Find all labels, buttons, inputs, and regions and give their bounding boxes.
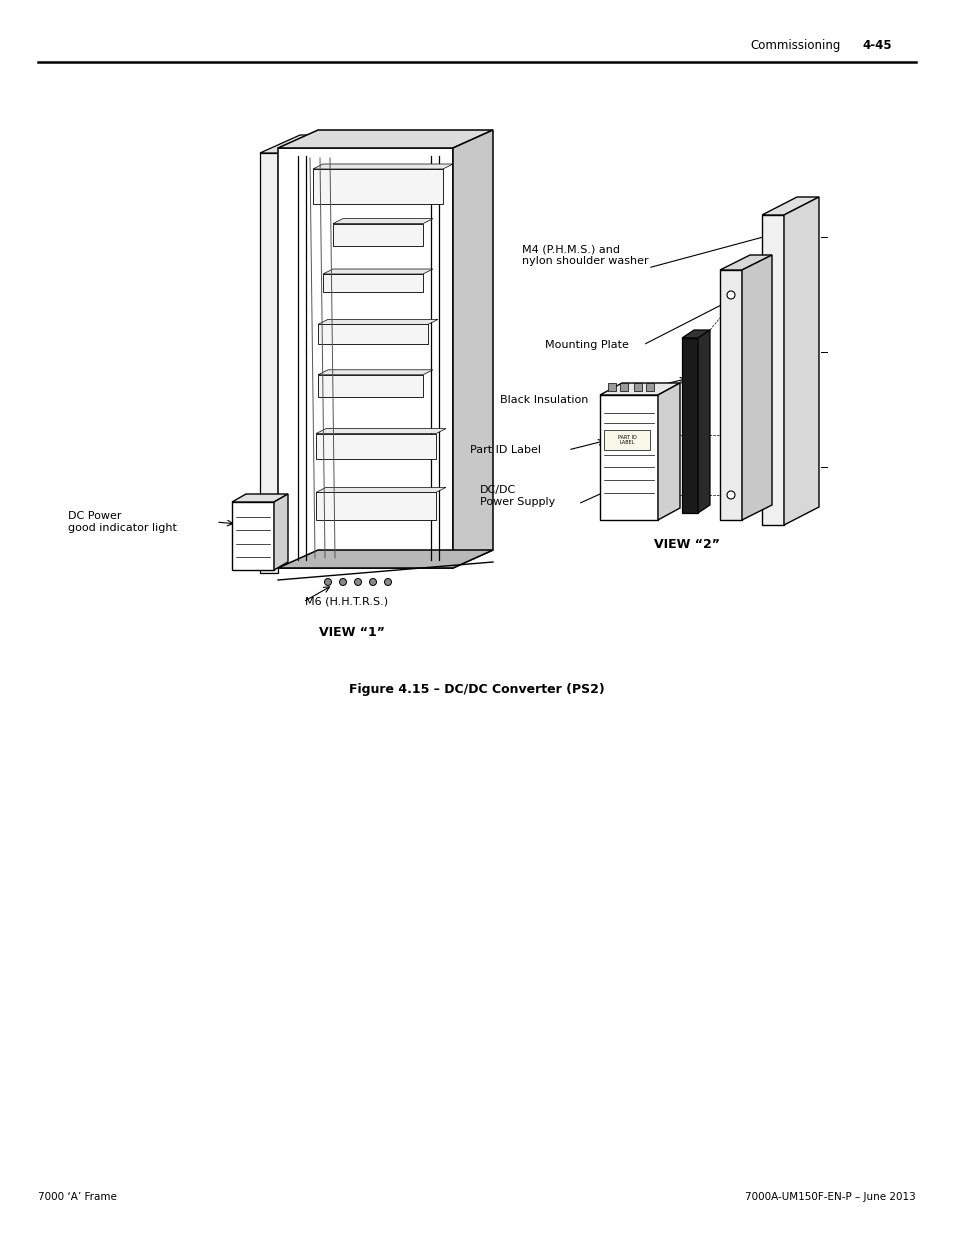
Polygon shape bbox=[681, 338, 698, 513]
Circle shape bbox=[384, 578, 391, 585]
Polygon shape bbox=[599, 383, 679, 395]
Polygon shape bbox=[634, 383, 641, 391]
Polygon shape bbox=[315, 488, 446, 493]
Polygon shape bbox=[277, 550, 493, 568]
Polygon shape bbox=[232, 494, 288, 501]
Text: 7000 ‘A’ Frame: 7000 ‘A’ Frame bbox=[38, 1192, 117, 1202]
Polygon shape bbox=[274, 494, 288, 571]
Polygon shape bbox=[315, 493, 436, 520]
Text: Black Insulation: Black Insulation bbox=[499, 395, 588, 405]
Polygon shape bbox=[619, 383, 627, 391]
Text: M6 (H.H.T.R.S.): M6 (H.H.T.R.S.) bbox=[305, 597, 388, 606]
Text: VIEW “2”: VIEW “2” bbox=[654, 538, 720, 552]
Circle shape bbox=[324, 578, 331, 585]
Polygon shape bbox=[761, 215, 783, 525]
Polygon shape bbox=[720, 254, 771, 270]
Polygon shape bbox=[453, 130, 493, 568]
Polygon shape bbox=[323, 274, 422, 291]
Polygon shape bbox=[232, 501, 274, 571]
Text: Mounting Plate: Mounting Plate bbox=[544, 340, 628, 350]
Text: 7000A-UM150F-EN-P – June 2013: 7000A-UM150F-EN-P – June 2013 bbox=[744, 1192, 915, 1202]
Polygon shape bbox=[315, 433, 436, 458]
FancyBboxPatch shape bbox=[603, 430, 649, 450]
Polygon shape bbox=[317, 320, 437, 325]
Text: DC Power
good indicator light: DC Power good indicator light bbox=[68, 511, 176, 532]
Polygon shape bbox=[645, 383, 654, 391]
Polygon shape bbox=[313, 169, 442, 204]
Circle shape bbox=[369, 578, 376, 585]
Circle shape bbox=[355, 578, 361, 585]
Circle shape bbox=[339, 578, 346, 585]
Polygon shape bbox=[783, 198, 818, 525]
Circle shape bbox=[726, 291, 734, 299]
Polygon shape bbox=[317, 369, 433, 374]
Polygon shape bbox=[599, 395, 658, 520]
Text: DC/DC
Power Supply: DC/DC Power Supply bbox=[479, 485, 555, 506]
Polygon shape bbox=[313, 164, 453, 169]
Polygon shape bbox=[277, 148, 453, 568]
Text: VIEW “1”: VIEW “1” bbox=[318, 625, 384, 638]
Text: Figure 4.15 – DC/DC Converter (PS2): Figure 4.15 – DC/DC Converter (PS2) bbox=[349, 683, 604, 697]
Polygon shape bbox=[333, 224, 422, 246]
Text: M4 (P.H.M.S.) and
nylon shoulder washer: M4 (P.H.M.S.) and nylon shoulder washer bbox=[521, 245, 648, 266]
Polygon shape bbox=[741, 254, 771, 520]
Polygon shape bbox=[277, 130, 493, 148]
Polygon shape bbox=[607, 383, 616, 391]
Circle shape bbox=[726, 492, 734, 499]
Polygon shape bbox=[317, 374, 422, 396]
Polygon shape bbox=[761, 198, 818, 215]
Text: PART ID
LABEL: PART ID LABEL bbox=[617, 435, 636, 446]
Polygon shape bbox=[333, 219, 433, 224]
Polygon shape bbox=[681, 330, 709, 338]
Text: Commissioning: Commissioning bbox=[749, 40, 840, 52]
Text: Part ID Label: Part ID Label bbox=[470, 445, 540, 454]
Polygon shape bbox=[323, 269, 433, 274]
Polygon shape bbox=[720, 270, 741, 520]
Polygon shape bbox=[260, 153, 277, 573]
Polygon shape bbox=[317, 325, 428, 345]
Polygon shape bbox=[658, 383, 679, 520]
Polygon shape bbox=[698, 330, 709, 513]
Text: 4-45: 4-45 bbox=[862, 40, 891, 52]
Polygon shape bbox=[260, 135, 317, 153]
Polygon shape bbox=[315, 429, 446, 433]
